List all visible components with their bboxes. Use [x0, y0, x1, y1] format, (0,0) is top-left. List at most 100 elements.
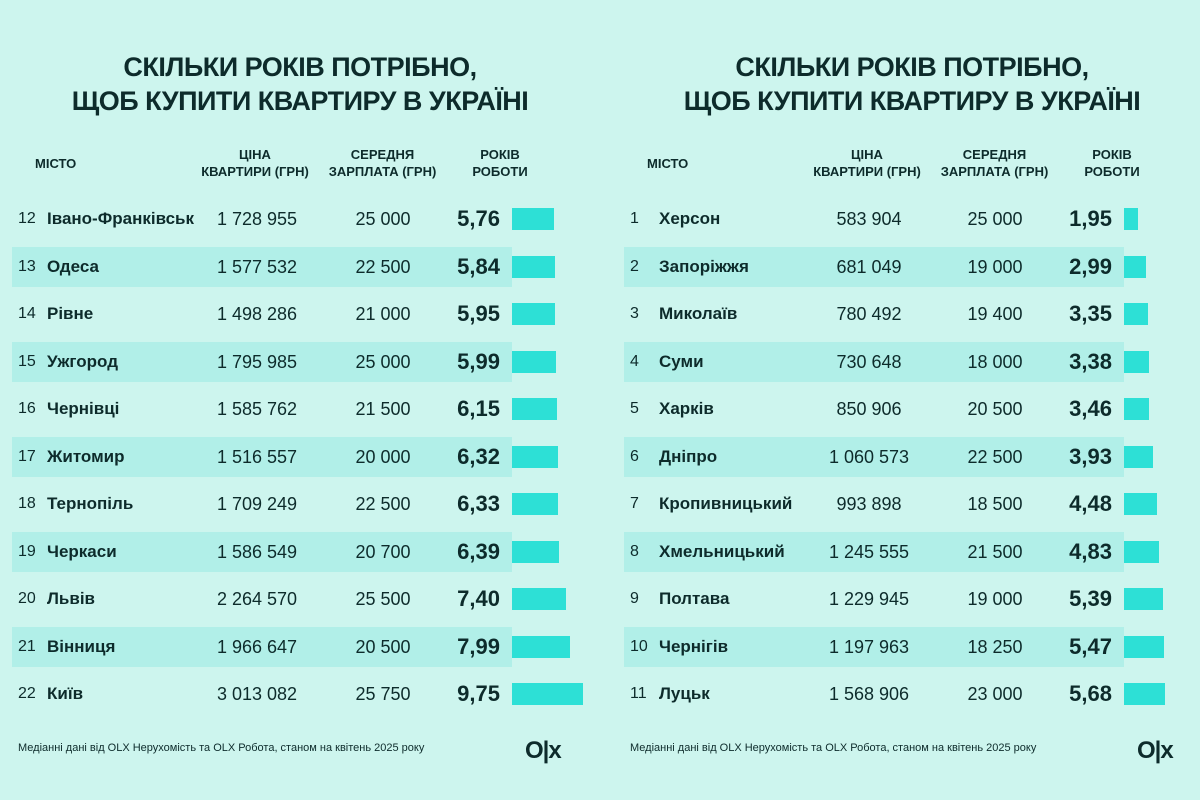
salary-cell: 22 500	[355, 256, 411, 277]
salary-cell: 22 500	[355, 494, 411, 514]
price-cell: 2 264 570	[216, 589, 298, 609]
price-cell: 1 795 985	[216, 351, 298, 372]
header-salary-line2: ЗАРПЛАТА (ГРН)	[328, 164, 437, 179]
years-bar	[1124, 445, 1153, 468]
table-row: 7 Кропивницький 993 898 18 500 4,48	[624, 484, 1124, 524]
rank-cell: 4	[630, 352, 639, 370]
city-cell: Запоріжжя	[659, 256, 749, 276]
city-cell: Херсон	[659, 209, 721, 228]
salary-cell: 25 000	[355, 209, 411, 229]
header-price-line2: КВАРТИРИ (ГРН)	[813, 164, 921, 179]
table-row: 9 Полтава 1 229 945 19 000 5,39	[624, 579, 1124, 619]
price-cell: 780 492	[836, 304, 902, 324]
salary-cell: 18 500	[967, 494, 1023, 514]
header-price-line1: ЦІНА	[851, 147, 883, 162]
years-cell: 7,40	[457, 586, 500, 611]
price-cell: 850 906	[836, 399, 902, 419]
years-cell: 5,39	[1069, 586, 1112, 611]
years-bar	[512, 683, 584, 705]
years-cell: 3,38	[1069, 348, 1112, 374]
right-panel: СКІЛЬКИ РОКІВ ПОТРІБНО, ЩОБ КУПИТИ КВАРТ…	[612, 0, 1200, 800]
city-cell: Львів	[47, 589, 96, 608]
city-cell: Дніпро	[659, 446, 718, 466]
table-row: 18 Тернопіль 1 709 249 22 500 6,33	[12, 484, 512, 524]
rank-cell: 14	[18, 305, 36, 322]
years-cell: 5,84	[457, 253, 500, 279]
salary-cell: 19 400	[967, 304, 1023, 324]
rank-cell: 19	[18, 542, 36, 560]
rank-cell: 21	[18, 637, 36, 655]
years-cell: 6,33	[457, 491, 500, 516]
years-bar	[1124, 588, 1164, 610]
years-bar	[512, 303, 556, 325]
table-row: 19 Черкаси 1 586 549 20 700 6,39	[12, 531, 512, 572]
header-price-line1: ЦІНА	[239, 147, 271, 162]
rank-cell: 9	[630, 590, 639, 607]
years-cell: 4,83	[1069, 538, 1112, 564]
city-cell: Ужгород	[47, 351, 118, 371]
table-row: 22 Київ 3 013 082 25 750 9,75	[12, 674, 512, 714]
years-bar	[1124, 493, 1157, 515]
city-cell: Миколаїв	[659, 304, 738, 323]
salary-cell: 20 700	[355, 541, 411, 562]
years-bar	[512, 540, 559, 563]
rank-cell: 3	[630, 305, 639, 322]
price-cell: 1 709 249	[216, 494, 298, 514]
left-panel: СКІЛЬКИ РОКІВ ПОТРІБНО, ЩОБ КУПИТИ КВАРТ…	[12, 52, 584, 764]
rank-cell: 20	[18, 590, 36, 607]
table-row: 21 Вінниця 1 966 647 20 500 7,99	[12, 626, 512, 667]
price-cell: 583 904	[836, 209, 902, 229]
salary-cell: 20 000	[355, 446, 411, 467]
header-city: МІСТО	[35, 156, 77, 171]
salary-cell: 25 500	[355, 589, 411, 609]
salary-cell: 25 000	[967, 209, 1023, 229]
price-cell: 1 966 647	[216, 636, 298, 657]
price-cell: 1 516 557	[216, 446, 298, 467]
years-cell: 3,35	[1069, 301, 1112, 326]
salary-cell: 18 000	[967, 351, 1023, 372]
rank-cell: 15	[18, 352, 36, 370]
title-line-2: ЩОБ КУПИТИ КВАРТИРУ В УКРАЇНІ	[71, 86, 529, 116]
price-cell: 993 898	[836, 494, 902, 514]
years-bar	[1124, 255, 1146, 278]
price-cell: 1 245 555	[828, 541, 910, 562]
olx-logo: O|x	[525, 737, 562, 764]
city-cell: Житомир	[47, 446, 125, 466]
header-years-line1: РОКІВ	[1092, 147, 1132, 162]
price-cell: 3 013 082	[216, 684, 298, 704]
title-line-2: ЩОБ КУПИТИ КВАРТИРУ В УКРАЇНІ	[683, 86, 1141, 116]
years-bar	[1124, 350, 1149, 373]
years-bar	[512, 588, 567, 610]
salary-cell: 25 000	[355, 351, 411, 372]
city-cell: Чернігів	[659, 636, 729, 656]
price-cell: 730 648	[836, 351, 902, 372]
table-row: 5 Харків 850 906 20 500 3,46	[624, 389, 1124, 429]
years-bar	[1124, 303, 1149, 325]
table-row: 3 Миколаїв 780 492 19 400 3,35	[624, 294, 1124, 334]
header-years-line2: РОБОТИ	[1084, 164, 1140, 179]
olx-logo: O|x	[1137, 737, 1174, 764]
years-cell: 6,15	[457, 396, 500, 421]
header-salary-line1: СЕРЕДНЯ	[350, 147, 415, 162]
price-cell: 1 197 963	[828, 636, 910, 657]
city-cell: Вінниця	[47, 636, 116, 656]
years-cell: 5,68	[1069, 681, 1112, 706]
table-row: 17 Житомир 1 516 557 20 000 6,32	[12, 436, 512, 477]
table-row: 15 Ужгород 1 795 985 25 000 5,99	[12, 341, 512, 382]
city-cell: Харків	[659, 399, 714, 418]
years-cell: 6,39	[457, 538, 500, 564]
price-cell: 1 060 573	[828, 446, 910, 467]
table-row: 12 Івано-Франківськ 1 728 955 25 000 5,76	[12, 199, 512, 239]
header-city: МІСТО	[647, 156, 689, 171]
city-cell: Тернопіль	[47, 494, 134, 513]
years-bar	[1124, 683, 1166, 705]
city-cell: Кропивницький	[659, 494, 793, 513]
table-row: 16 Чернівці 1 585 762 21 500 6,15	[12, 389, 512, 429]
table-row: 11 Луцьк 1 568 906 23 000 5,68	[624, 674, 1124, 714]
table-row: 1 Херсон 583 904 25 000 1,95	[624, 199, 1124, 239]
footer-note: Медіанні дані від OLX Нерухомість та OLX…	[18, 742, 425, 754]
price-cell: 1 577 532	[216, 256, 298, 277]
header-salary: СЕРЕДНЯ ЗАРПЛАТА (ГРН)	[932, 146, 1057, 180]
price-cell: 1 229 945	[828, 589, 910, 609]
table-row: 13 Одеса 1 577 532 22 500 5,84	[12, 246, 512, 287]
